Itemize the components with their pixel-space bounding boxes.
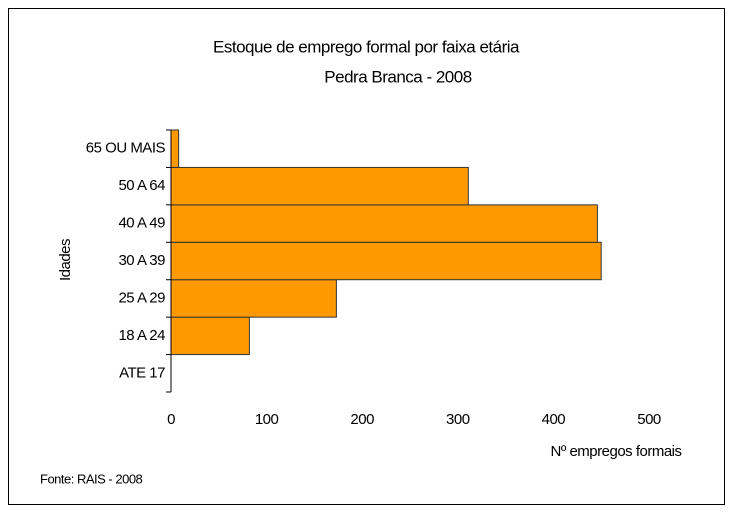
x-tick-label: 100 (255, 411, 279, 428)
chart-title: Estoque de emprego formal por faixa etár… (213, 37, 520, 56)
y-tick-label: 25 A 29 (118, 289, 165, 306)
bar (170, 279, 337, 318)
bar (170, 204, 598, 243)
bar (170, 166, 469, 206)
bar (170, 241, 602, 281)
x-tick-label: 200 (350, 411, 374, 428)
y-tick-label: ATE 17 (119, 364, 165, 381)
bar (170, 316, 250, 356)
y-tick-label: 50 A 64 (118, 177, 165, 194)
chart-subtitle: Pedra Branca - 2008 (324, 67, 471, 86)
x-tick-label: 300 (446, 411, 470, 428)
x-tick-label: 0 (167, 411, 175, 428)
y-tick-label: 30 A 39 (118, 252, 165, 269)
y-tick-label: 18 A 24 (118, 327, 165, 344)
x-tick-label: 400 (542, 411, 566, 428)
x-tick-label: 500 (637, 411, 661, 428)
y-tick-label: 65 OU MAIS (86, 140, 166, 157)
bar (170, 129, 180, 168)
y-axis-label: Idades (57, 239, 74, 281)
source-note: Fonte: RAIS - 2008 (40, 471, 143, 486)
x-axis-label: Nº empregos formais (550, 443, 681, 460)
y-tick-label: 40 A 49 (118, 215, 165, 232)
